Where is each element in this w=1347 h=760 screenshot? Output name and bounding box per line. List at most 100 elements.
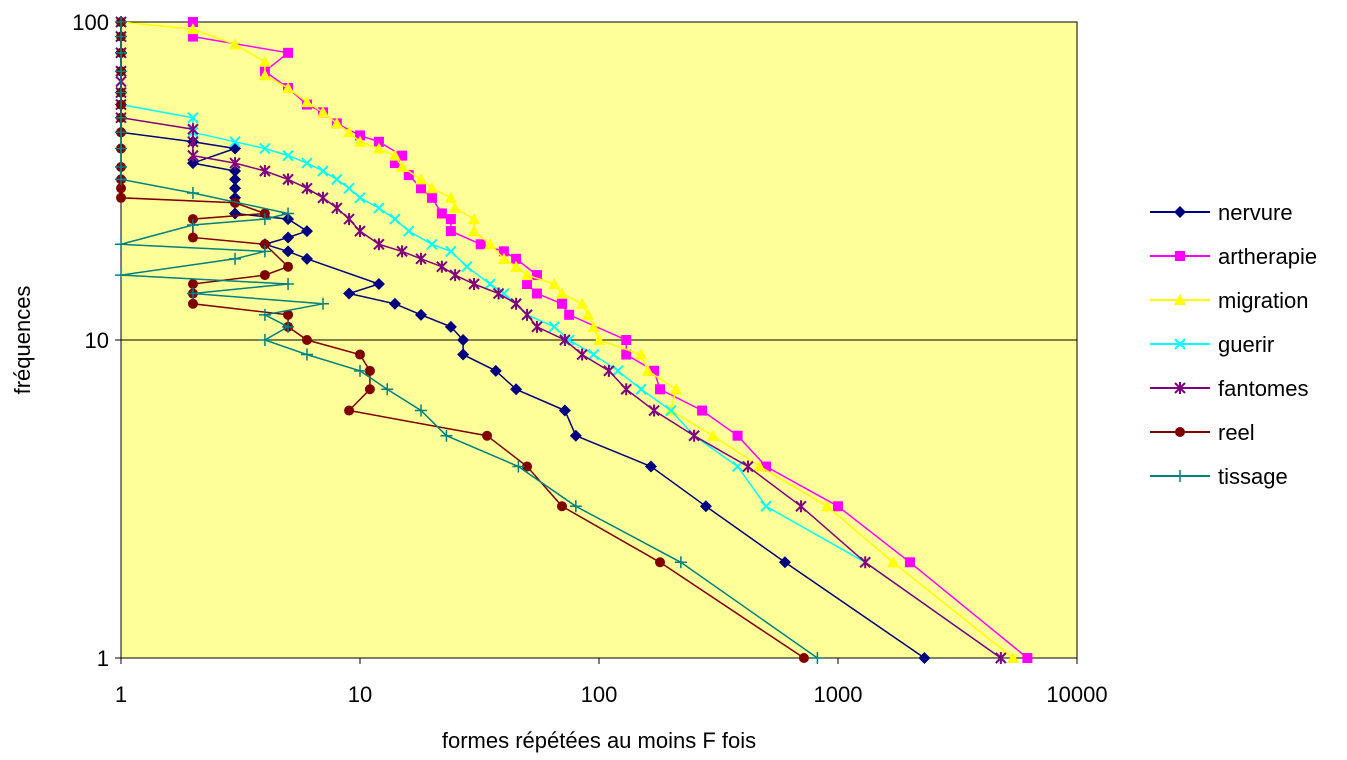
data-point-reel-6 [364,384,375,395]
data-point-artherapie-27 [355,130,365,141]
data-point-nervure-12 [388,297,401,310]
data-point-artherapie-34 [187,31,198,42]
data-point-reel-8 [355,349,365,360]
data-point-guerir-14 [484,278,496,290]
data-point-fantomes-26 [259,164,271,177]
data-point-tissage-7 [354,364,366,377]
data-point-migration-29 [343,126,356,138]
data-point-fantomes-12 [510,297,522,310]
legend-marker-nervure [1174,206,1186,218]
legend-marker-guerir [1174,338,1186,350]
data-point-artherapie-16 [498,246,509,257]
y-tick-label-2: 100 [72,10,109,35]
data-point-tissage-0 [811,652,824,664]
data-point-tissage-28 [115,86,127,99]
data-point-migration-27 [372,142,385,154]
data-point-migration-0 [1007,652,1020,663]
data-point-tissage-12 [316,297,329,310]
data-point-nervure-11 [415,308,428,321]
data-point-nervure-14 [372,278,385,291]
data-point-migration-36 [229,38,242,50]
legend-marker-reel [1175,427,1185,437]
data-point-fantomes-15 [449,269,461,282]
data-point-guerir-18 [403,225,415,237]
data-point-migration-16 [510,260,523,272]
data-point-fantomes-5 [648,404,660,417]
data-point-tissage-11 [258,308,271,321]
data-point-reel-23 [116,183,126,194]
data-point-tissage-15 [115,269,127,282]
data-point-guerir-7 [612,365,624,377]
data-point-fantomes-22 [331,202,343,215]
data-point-nervure-0 [918,652,931,664]
data-point-reel-0 [798,653,809,663]
y-tick-label-0: 1 [97,646,109,671]
data-point-artherapie-25 [397,150,408,161]
data-point-artherapie-24 [389,158,400,169]
data-point-tissage-13 [186,287,199,300]
data-point-migration-8 [635,348,648,360]
data-point-fantomes-27 [229,157,241,170]
data-point-reel-16 [283,261,294,272]
data-point-reel-1 [655,557,666,568]
data-point-nervure-3 [644,460,657,473]
data-point-artherapie-26 [373,136,384,147]
data-point-reel-9 [301,335,312,345]
data-point-nervure-6 [510,383,523,396]
data-point-fantomes-19 [373,238,385,251]
data-point-migration-20 [468,213,481,225]
data-point-guerir-20 [373,202,385,214]
data-point-fantomes-9 [559,334,571,346]
x-tick-label-3: 1000 [814,682,863,707]
data-point-artherapie-3 [761,461,772,472]
data-point-fantomes-4 [688,429,700,442]
legend-item-reel: reel [1150,420,1255,445]
data-point-migration-25 [396,160,409,172]
data-point-migration-1 [887,556,900,568]
data-point-guerir-23 [331,173,343,186]
data-point-artherapie-20 [436,208,447,219]
data-point-fantomes-13 [492,287,505,300]
data-point-fantomes-2 [795,500,807,513]
series-layer [115,16,1033,664]
data-point-migration-19 [468,225,481,237]
data-point-tissage-1 [674,556,687,569]
data-point-guerir-8 [587,348,600,361]
legend-item-migration: migration [1150,288,1308,313]
data-point-guerir-24 [317,165,329,177]
data-point-tissage-18 [115,238,127,251]
data-point-nervure-15 [300,252,313,265]
data-point-nervure-16 [282,245,295,258]
data-point-nervure-7 [489,364,502,377]
data-point-reel-17 [259,239,270,250]
data-point-guerir-25 [301,157,313,169]
data-point-fantomes-18 [396,245,408,258]
data-point-migration-26 [388,149,401,161]
data-point-reel-22 [116,192,126,203]
data-point-reel-15 [259,270,270,281]
data-point-artherapie-14 [531,270,542,281]
data-point-artherapie-4 [732,430,743,441]
data-point-nervure-1 [778,556,791,569]
data-point-tissage-25 [115,142,127,155]
series-migration [115,16,1020,663]
data-point-migration-35 [258,55,271,67]
x-tick-label-0: 1 [115,682,127,707]
data-point-migration-4 [707,429,720,441]
data-point-artherapie-15 [511,253,522,264]
data-point-fantomes-16 [436,260,448,273]
data-point-tissage-22 [186,186,199,199]
legend: nervure artherapie migration guerir fantomes… [1150,200,1317,489]
x-tick-labels: 1 10 100 1000 10000 [115,682,1108,707]
data-point-migration-32 [300,96,313,108]
data-point-guerir-16 [445,245,457,258]
data-point-artherapie-19 [445,214,456,225]
data-point-tissage-16 [229,252,242,265]
data-point-migration-2 [821,500,834,512]
data-point-migration-23 [425,182,438,194]
data-point-tissage-27 [115,111,127,124]
data-point-fantomes-29 [187,135,199,148]
data-point-guerir-30 [187,112,199,124]
data-point-reel-11 [283,309,294,320]
